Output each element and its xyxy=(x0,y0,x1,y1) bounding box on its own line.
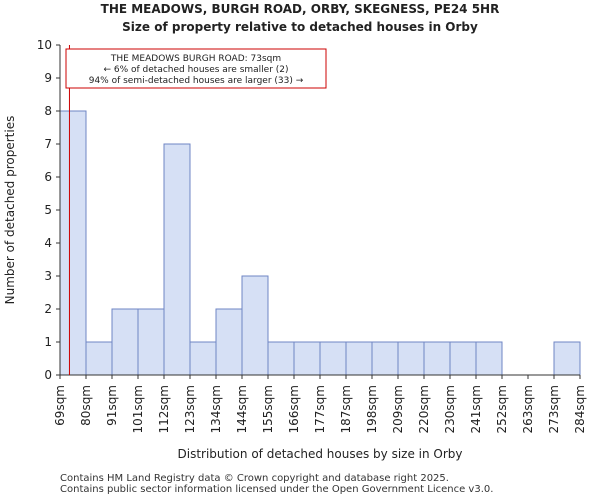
annotation-line: ← 6% of detached houses are smaller (2) xyxy=(103,65,288,75)
histogram-bar xyxy=(475,341,503,376)
annotation-line: THE MEADOWS BURGH ROAD: 73sqm xyxy=(110,54,281,64)
y-tick-label: 4 xyxy=(44,236,52,250)
histogram-bar xyxy=(59,110,87,376)
x-tick-label: 177sqm xyxy=(313,385,327,433)
histogram-bar xyxy=(163,143,191,376)
x-tick-label: 144sqm xyxy=(235,385,249,433)
y-axis-label: Number of detached properties xyxy=(3,116,17,305)
footer-licence: Contains public sector information licen… xyxy=(60,484,494,495)
x-axis-label: Distribution of detached houses by size … xyxy=(178,447,463,461)
y-tick-label: 2 xyxy=(44,302,52,316)
chart-subtitle: Size of property relative to detached ho… xyxy=(122,20,478,34)
x-tick-label: 80sqm xyxy=(79,385,93,426)
y-tick-label: 8 xyxy=(44,104,52,118)
chart-title: THE MEADOWS, BURGH ROAD, ORBY, SKEGNESS,… xyxy=(100,2,500,16)
histogram-bar xyxy=(449,341,477,376)
histogram-bar xyxy=(423,341,451,376)
annotation-box xyxy=(65,48,327,89)
footer-copyright: Contains HM Land Registry data © Crown c… xyxy=(60,473,449,484)
histogram-bar xyxy=(267,341,295,376)
y-tick-label: 1 xyxy=(44,335,52,349)
x-tick-label: 284sqm xyxy=(573,385,587,433)
y-tick-label: 3 xyxy=(44,269,52,283)
histogram-bar xyxy=(397,341,425,376)
histogram-bar xyxy=(319,341,347,376)
x-tick-label: 198sqm xyxy=(365,385,379,433)
y-tick-label: 5 xyxy=(44,203,52,217)
x-tick-label: 209sqm xyxy=(391,385,405,433)
x-tick-label: 101sqm xyxy=(131,385,145,433)
histogram-bar xyxy=(137,308,165,376)
x-tick-label: 166sqm xyxy=(287,385,301,433)
x-tick-label: 155sqm xyxy=(261,385,275,433)
histogram-bar xyxy=(215,308,243,376)
x-tick-label: 134sqm xyxy=(209,385,223,433)
x-tick-label: 263sqm xyxy=(521,385,535,433)
x-tick-label: 252sqm xyxy=(495,385,509,433)
y-tick-label: 7 xyxy=(44,137,52,151)
histogram-bar xyxy=(293,341,321,376)
annotation-line: 94% of semi-detached houses are larger (… xyxy=(89,76,304,86)
histogram-bar xyxy=(345,341,373,376)
x-tick-label: 123sqm xyxy=(183,385,197,433)
x-tick-label: 69sqm xyxy=(53,385,67,426)
x-tick-label: 230sqm xyxy=(443,385,457,433)
x-tick-label: 273sqm xyxy=(547,385,561,433)
y-tick-label: 9 xyxy=(44,71,52,85)
x-tick-label: 112sqm xyxy=(157,385,171,433)
histogram-bar xyxy=(371,341,399,376)
y-tick-label: 6 xyxy=(44,170,52,184)
histogram-bar xyxy=(553,341,581,376)
histogram-bar xyxy=(241,275,269,376)
histogram-bar xyxy=(111,308,139,376)
x-tick-label: 220sqm xyxy=(417,385,431,433)
x-tick-label: 187sqm xyxy=(339,385,353,433)
x-tick-label: 241sqm xyxy=(469,385,483,433)
y-tick-label: 0 xyxy=(44,368,52,382)
histogram-bar xyxy=(85,341,113,376)
y-tick-label: 10 xyxy=(37,38,52,52)
histogram-bar xyxy=(189,341,217,376)
x-tick-label: 91sqm xyxy=(105,385,119,426)
